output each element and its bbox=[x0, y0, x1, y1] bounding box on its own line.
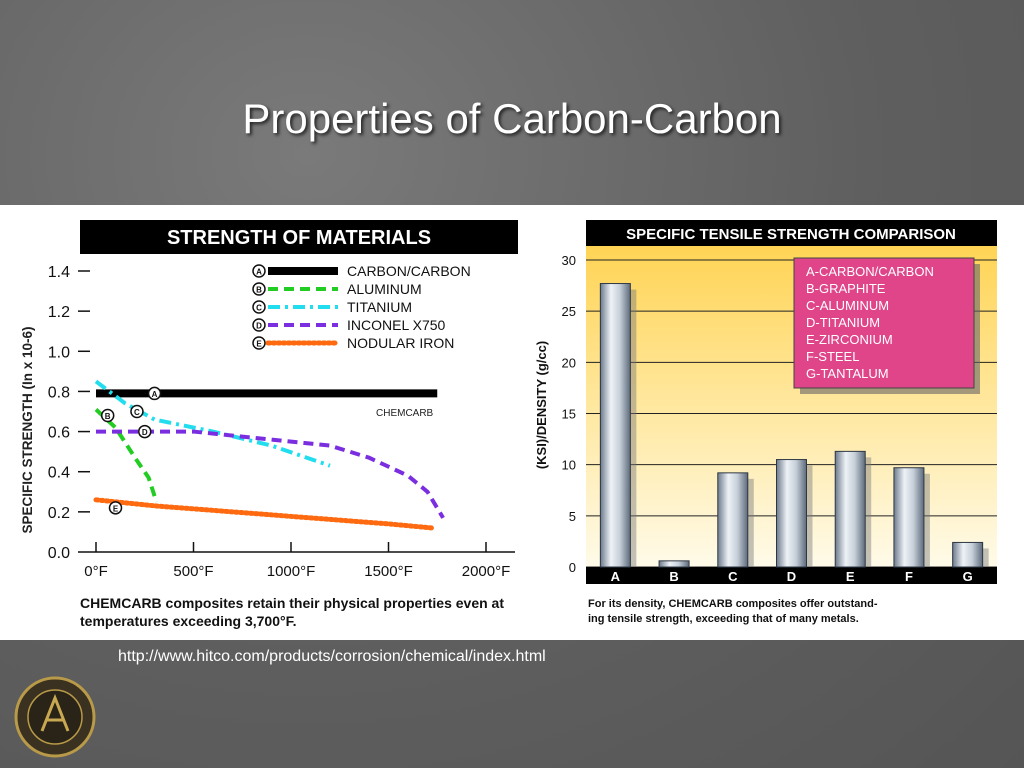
y-tick-label: 0.6 bbox=[48, 425, 70, 442]
legend-box bbox=[793, 257, 975, 389]
legend-marker-label: B bbox=[256, 286, 262, 295]
legend-marker bbox=[252, 282, 266, 296]
legend-entry: G-TANTALUM bbox=[806, 366, 889, 381]
legend-entry: A-CARBON/CARBON bbox=[806, 264, 934, 279]
legend-marker-label: E bbox=[256, 340, 262, 349]
bar-A bbox=[599, 283, 631, 568]
y-tick-label: 1.2 bbox=[48, 304, 70, 321]
category-label: F bbox=[905, 569, 913, 584]
chart2-caption-line2: ing tensile strength, exceeding that of … bbox=[588, 613, 859, 625]
category-label: G bbox=[963, 569, 973, 584]
category-label: B bbox=[669, 569, 678, 584]
legend-label: TITANIUM bbox=[347, 299, 412, 315]
y-tick-label: 30 bbox=[562, 253, 576, 268]
y-tick-label: 0.4 bbox=[48, 465, 70, 482]
x-tick-label: 500°F bbox=[173, 563, 213, 580]
y-tick-label: 1.0 bbox=[48, 344, 70, 361]
series-line-nodular-iron bbox=[93, 497, 434, 531]
series-marker bbox=[108, 501, 123, 515]
chart2-caption-line1: For its density, CHEMCARB composites off… bbox=[588, 598, 878, 610]
bar-F bbox=[893, 467, 925, 568]
legend-marker bbox=[252, 336, 266, 350]
x-tick-label: 1500°F bbox=[364, 563, 413, 580]
legend-label: INCONEL X750 bbox=[347, 317, 446, 333]
specific-tensile-strength-chart: SPECIFIC TENSILE STRENGTH COMPARISON 0 5 1… bbox=[534, 220, 997, 625]
legend-entry: B-GRAPHITE bbox=[806, 281, 886, 296]
legend-entry: C-ALUMINUM bbox=[806, 298, 889, 313]
bar-G bbox=[952, 541, 984, 568]
legend-marker-label: D bbox=[256, 322, 262, 331]
chart2-title: SPECIFIC TENSILE STRENGTH COMPARISON bbox=[626, 226, 956, 243]
y-tick-label: 15 bbox=[562, 407, 576, 422]
category-label: E bbox=[846, 569, 855, 584]
legend-marker-label: C bbox=[256, 304, 262, 313]
chart1-caption: CHEMCARB composites retain their physica… bbox=[80, 595, 504, 629]
legend-label: CARBON/CARBON bbox=[347, 263, 471, 279]
x-tick-label: 2000°F bbox=[462, 563, 511, 580]
y-tick-label: 5 bbox=[569, 509, 576, 524]
bar-B bbox=[658, 560, 690, 568]
series-marker-label: E bbox=[113, 504, 119, 513]
y-tick-label: 25 bbox=[562, 304, 576, 319]
y-tick-label: 0.0 bbox=[48, 545, 70, 562]
chart2-y-axis-label: (KSI)/DENSITY (g/cc) bbox=[534, 341, 549, 469]
legend-marker-label: A bbox=[256, 268, 262, 277]
series-marker-label: A bbox=[152, 390, 158, 399]
legend-entry: F-STEEL bbox=[806, 349, 859, 364]
y-tick-label: 10 bbox=[562, 458, 576, 473]
category-label: D bbox=[787, 569, 796, 584]
chart1-title: STRENGTH OF MATERIALS bbox=[167, 227, 431, 249]
purdue-seal-logo bbox=[14, 676, 96, 758]
x-tick-label: 1000°F bbox=[267, 563, 316, 580]
series-marker-label: C bbox=[134, 408, 140, 417]
chemcarb-annotation: CHEMCARB bbox=[376, 408, 434, 419]
figure-panel: STRENGTH OF MATERIALS 1.4 1.2 1.0 0.8 0.6 0.4… bbox=[0, 205, 1024, 640]
chart2-category-bar bbox=[586, 567, 997, 584]
y-tick-label: 0 bbox=[569, 560, 576, 575]
chart1-title-bar bbox=[80, 220, 518, 254]
y-tick-label: 0.8 bbox=[48, 384, 70, 401]
y-tick-label: 0.2 bbox=[48, 505, 70, 522]
bar-E bbox=[834, 450, 866, 568]
chart2-title-bar bbox=[586, 220, 997, 246]
legend-label: ALUMINUM bbox=[347, 281, 422, 297]
bar-C bbox=[717, 472, 749, 568]
series-marker-label: D bbox=[142, 428, 148, 437]
series-marker bbox=[130, 404, 144, 419]
series-marker-label: B bbox=[105, 412, 111, 421]
x-tick-label: 0°F bbox=[84, 563, 108, 580]
series-line-titanium bbox=[94, 379, 331, 468]
bar-D bbox=[776, 459, 807, 568]
series-marker bbox=[138, 424, 152, 439]
chart1-y-axis-label: SPECIFIC STRENGTH (In x 10-6) bbox=[20, 326, 35, 533]
category-label: A bbox=[611, 569, 621, 584]
y-tick-label: 1.4 bbox=[48, 264, 70, 281]
y-tick-label: 20 bbox=[562, 355, 576, 370]
category-label: C bbox=[728, 569, 738, 584]
legend-entry: D-TITANIUM bbox=[806, 315, 880, 330]
legend-marker bbox=[252, 264, 266, 278]
legend-marker bbox=[252, 318, 266, 332]
legend-marker bbox=[252, 300, 266, 314]
series-marker bbox=[100, 408, 115, 423]
series-line-inconel-x750 bbox=[96, 429, 445, 519]
slide-title: Properties of Carbon-Carbon bbox=[242, 95, 782, 142]
strength-of-materials-chart: STRENGTH OF MATERIALS 1.4 1.2 1.0 0.8 0.6 0.4… bbox=[20, 220, 518, 629]
legend-entry: E-ZIRCONIUM bbox=[806, 332, 893, 347]
legend-label: NODULAR IRON bbox=[347, 335, 454, 351]
source-url[interactable]: http://www.hitco.com/products/corrosion/… bbox=[118, 648, 546, 665]
series-marker bbox=[147, 386, 162, 401]
